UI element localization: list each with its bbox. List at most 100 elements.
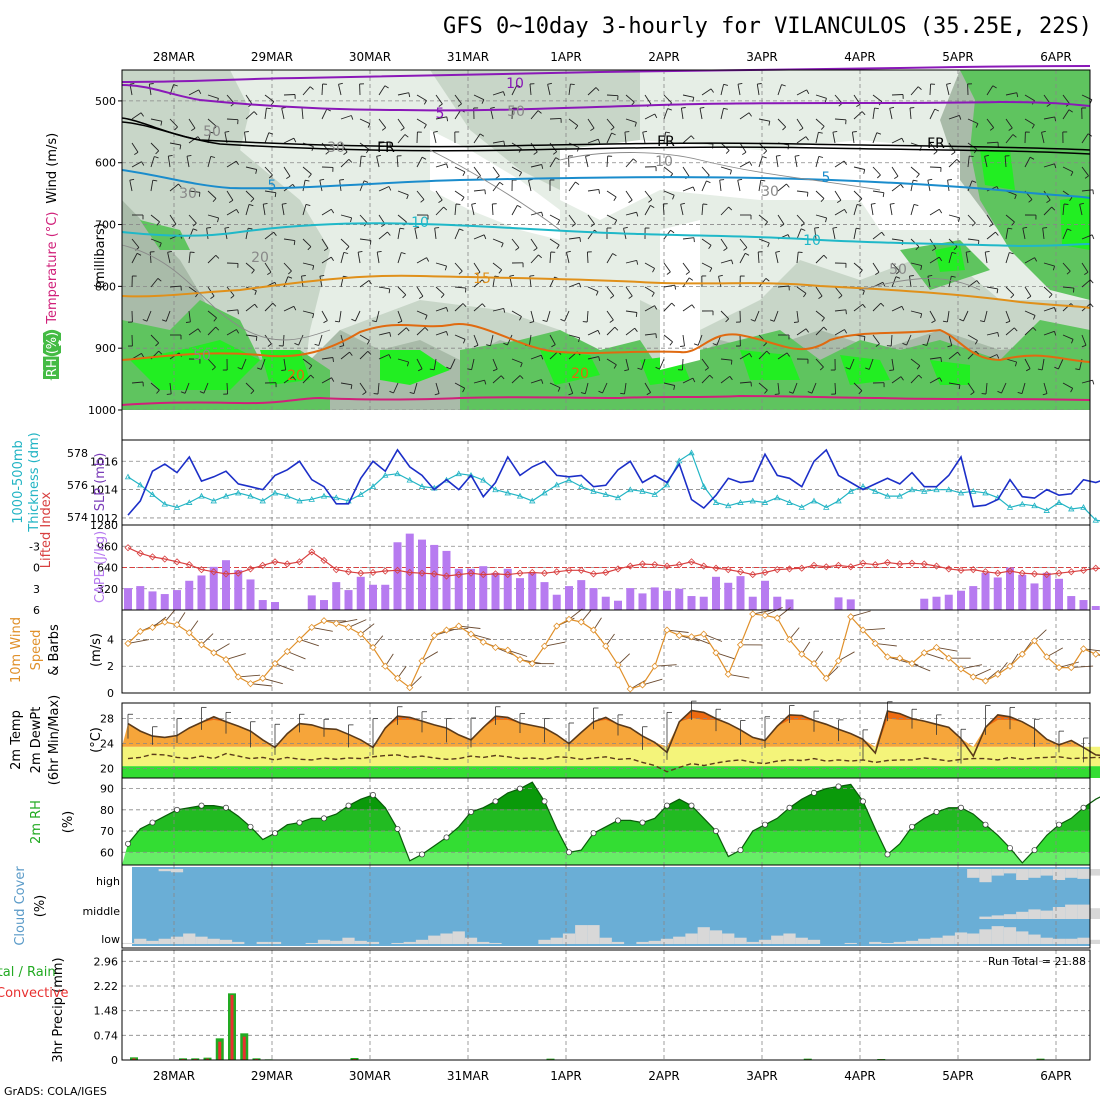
wind-barb-flag <box>421 156 427 160</box>
wind-barb-flag <box>462 171 466 177</box>
wind-barb <box>967 156 970 168</box>
wind-barb-flag <box>499 181 504 186</box>
wind-barb-flag <box>367 350 372 355</box>
wind-barb-flag <box>1005 320 1011 324</box>
cape-bar <box>1030 583 1039 610</box>
wind-barb <box>644 113 656 120</box>
wind-barb <box>530 110 539 120</box>
wind-speed-point <box>332 619 340 627</box>
wind-barb-flag <box>856 203 862 207</box>
wind-barb-flag <box>637 367 642 370</box>
wind-barb-flag <box>350 217 353 223</box>
wind-barb-flag <box>399 227 405 230</box>
wind-barb-flag <box>537 110 542 114</box>
wind-barb-flag <box>141 161 145 166</box>
cloud-gap-high <box>170 869 184 873</box>
wind-barb-flag <box>358 250 363 253</box>
wind-barb <box>245 303 255 312</box>
wind-barb-flag <box>445 307 449 312</box>
cloud-gap-low <box>1089 939 1100 944</box>
wind-barb <box>449 358 456 370</box>
panel-frame <box>121 609 1091 694</box>
wind-barb <box>511 358 523 364</box>
wind-barb-flag <box>620 392 625 395</box>
wind-barb-flag <box>414 226 420 229</box>
wind-barb-flag <box>459 228 464 232</box>
lifted-index-point <box>381 567 389 575</box>
wind-barb-flag <box>597 139 601 144</box>
wind-barb <box>910 262 922 267</box>
precip-legend-total: Total / Rain <box>0 965 56 980</box>
cloud-gap-low <box>991 926 1004 944</box>
wind-barb-flag <box>557 387 561 392</box>
upper-air-ylabel-text: RH (%)Temperature (°C)Wind (m/s) <box>45 133 60 377</box>
wind-barb-flag <box>709 374 714 379</box>
lifted-index-point <box>614 565 622 573</box>
wind-barb <box>834 209 845 216</box>
wind-barb <box>470 633 492 640</box>
cloud-gap-low <box>869 941 882 944</box>
wind-speed-point <box>675 631 683 640</box>
wind-barb <box>528 334 532 346</box>
wind-barb <box>870 204 874 216</box>
wind-barb <box>875 643 897 647</box>
wind-barb-flag <box>613 196 617 201</box>
wind-barb <box>378 354 390 360</box>
wind-speed-point <box>210 649 218 657</box>
wind-barb-flag <box>1042 393 1048 396</box>
slp-tick-label: 1012 <box>90 512 118 525</box>
wind-barb-flag <box>890 202 895 205</box>
wind-barb <box>967 238 979 241</box>
wind-barb <box>682 186 694 192</box>
wind-barb <box>188 136 199 144</box>
wind-barb-flag <box>730 360 733 365</box>
wind-barb-flag <box>723 83 729 86</box>
wind-barb-flag <box>823 326 828 331</box>
wind-barb-flag <box>845 309 847 315</box>
wind-barb-flag <box>642 130 648 133</box>
wind-barb <box>1043 286 1053 295</box>
contour-label: 30 <box>179 186 197 202</box>
wind-barb <box>834 329 845 336</box>
cape-bar <box>675 588 684 610</box>
wind-barb <box>1005 327 1015 336</box>
wind-barb-flag <box>533 151 538 155</box>
wind-barb-flag <box>844 209 848 214</box>
wind-barb <box>1081 279 1091 288</box>
cloud-gap-low <box>1077 937 1090 944</box>
wind-barb-flag <box>742 151 747 155</box>
wind-barb <box>834 309 846 312</box>
wind-barb <box>948 276 952 288</box>
cloud-gap-low <box>746 941 759 944</box>
cape-bar <box>650 587 659 610</box>
wind-barb-flag <box>953 246 958 251</box>
wind-barb <box>777 183 787 192</box>
wind-barb <box>625 94 635 103</box>
thickness-point <box>627 486 634 493</box>
wind-barb <box>264 302 274 312</box>
cape-bar <box>785 599 794 610</box>
cloud-gap-low <box>771 935 784 944</box>
wind-barb <box>891 238 903 242</box>
wind-barb-flag <box>179 144 182 150</box>
wind-barb <box>946 84 950 96</box>
wind-barb-flag <box>719 179 725 181</box>
cape-bar <box>736 576 745 610</box>
cloud-gap-low <box>550 937 563 944</box>
wind-barb <box>642 678 663 686</box>
wind-barb <box>602 382 608 394</box>
wind-barb-flag <box>774 393 780 395</box>
wind-barb-flag <box>152 179 158 182</box>
lifted-index-point <box>908 559 916 567</box>
wind-barb-flag <box>614 326 619 331</box>
wind-barb-flag <box>446 366 451 370</box>
wind-barb <box>984 156 988 168</box>
wind-barb <box>131 142 139 153</box>
wind-barb-flag <box>1070 388 1074 393</box>
wind-barb-flag <box>786 183 790 188</box>
wind-barb <box>454 334 466 340</box>
wind-barb <box>758 180 762 192</box>
lifted-index-point <box>479 571 487 579</box>
wind-speed-point <box>148 623 157 631</box>
wind-barb <box>834 382 837 395</box>
